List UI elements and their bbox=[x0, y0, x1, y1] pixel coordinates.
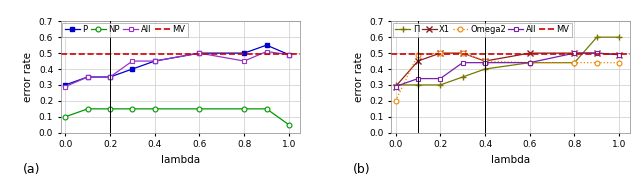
Χ1 bbox=[459, 52, 467, 54]
All bbox=[285, 54, 292, 56]
Omega2 bbox=[571, 62, 579, 64]
X-axis label: lambda: lambda bbox=[491, 155, 531, 165]
Legend: P, NP, All, MV: P, NP, All, MV bbox=[63, 23, 188, 37]
Omega2 bbox=[526, 62, 534, 64]
All bbox=[241, 60, 248, 62]
Π bbox=[481, 68, 489, 70]
All bbox=[84, 76, 92, 78]
Π bbox=[392, 84, 399, 86]
Line: P: P bbox=[63, 43, 291, 87]
All bbox=[481, 62, 489, 64]
All bbox=[616, 54, 623, 56]
Omega2 bbox=[616, 62, 623, 64]
All bbox=[106, 76, 114, 78]
Χ1 bbox=[481, 60, 489, 62]
Y-axis label: error rate: error rate bbox=[353, 52, 364, 102]
NP bbox=[241, 108, 248, 110]
Χ1 bbox=[571, 52, 579, 54]
Line: All: All bbox=[394, 51, 621, 89]
Π bbox=[593, 36, 601, 38]
All bbox=[263, 50, 271, 53]
Omega2 bbox=[436, 52, 444, 54]
NP bbox=[285, 124, 292, 126]
Π bbox=[459, 76, 467, 78]
Omega2 bbox=[414, 54, 422, 56]
P bbox=[241, 52, 248, 54]
All bbox=[414, 78, 422, 80]
All bbox=[61, 85, 69, 88]
Χ1 bbox=[392, 85, 399, 88]
Text: (a): (a) bbox=[22, 163, 40, 176]
P bbox=[196, 52, 204, 54]
All bbox=[392, 85, 399, 88]
Line: NP: NP bbox=[63, 106, 291, 127]
NP bbox=[129, 108, 136, 110]
Π bbox=[436, 84, 444, 86]
All bbox=[151, 60, 159, 62]
Χ1 bbox=[526, 52, 534, 54]
P bbox=[151, 60, 159, 62]
All bbox=[571, 52, 579, 54]
Omega2 bbox=[392, 100, 399, 102]
P bbox=[129, 68, 136, 70]
Line: All: All bbox=[63, 49, 291, 89]
Text: (b): (b) bbox=[353, 163, 371, 176]
All bbox=[196, 52, 204, 54]
All bbox=[459, 62, 467, 64]
NP bbox=[196, 108, 204, 110]
NP bbox=[263, 108, 271, 110]
Χ1 bbox=[436, 52, 444, 54]
NP bbox=[151, 108, 159, 110]
X-axis label: lambda: lambda bbox=[161, 155, 200, 165]
All bbox=[129, 60, 136, 62]
Π bbox=[414, 84, 422, 86]
Line: Π: Π bbox=[392, 34, 623, 88]
P bbox=[61, 84, 69, 86]
All bbox=[526, 62, 534, 64]
All bbox=[436, 78, 444, 80]
Line: Omega2: Omega2 bbox=[393, 51, 621, 103]
Χ1 bbox=[616, 54, 623, 56]
Π bbox=[526, 62, 534, 64]
Legend: Π, Χ1, Omega2, All, MV: Π, Χ1, Omega2, All, MV bbox=[393, 23, 572, 37]
Χ1 bbox=[593, 52, 601, 54]
Y-axis label: error rate: error rate bbox=[23, 52, 33, 102]
Line: Χ1: Χ1 bbox=[393, 50, 622, 89]
Π bbox=[571, 62, 579, 64]
Omega2 bbox=[481, 60, 489, 62]
P bbox=[285, 54, 292, 56]
Omega2 bbox=[593, 62, 601, 64]
NP bbox=[61, 116, 69, 118]
P bbox=[106, 76, 114, 78]
NP bbox=[84, 108, 92, 110]
All bbox=[593, 52, 601, 54]
Π bbox=[616, 36, 623, 38]
P bbox=[263, 44, 271, 46]
P bbox=[84, 76, 92, 78]
Omega2 bbox=[459, 52, 467, 54]
NP bbox=[106, 108, 114, 110]
Χ1 bbox=[414, 60, 422, 62]
